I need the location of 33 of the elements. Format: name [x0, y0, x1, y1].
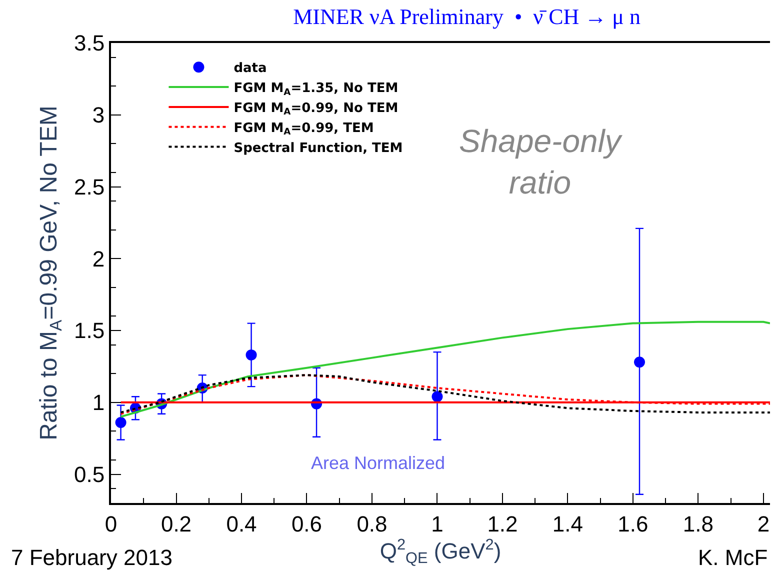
- point: [634, 356, 645, 368]
- x-tick-label: 2: [757, 511, 770, 536]
- text: K. McF: [698, 545, 768, 570]
- annotation: Shape-only ratio: [459, 123, 623, 201]
- y-tick-label: 3: [92, 102, 105, 128]
- annotation: Area Normalized: [311, 453, 446, 473]
- y-tick-label: 2: [92, 246, 105, 272]
- x-tick-label: 1: [431, 511, 444, 536]
- x-tick-label: 0.8: [356, 511, 388, 536]
- legend-label: data: [234, 61, 267, 76]
- x-tick-label: 1.2: [487, 511, 518, 536]
- legend-label: FGM M$_{A}$=1.35, No TEM: [234, 81, 398, 98]
- legend-label: FGM M$_{A}$=0.99, No TEM: [234, 101, 398, 118]
- x-tick-label: 0.2: [160, 511, 192, 536]
- y-tick-label: 1.5: [74, 318, 105, 344]
- x-axis-title: Q$^{2}$$_{QE}$ (GeV$^{2}$): [380, 536, 502, 568]
- text: 7 February 2013: [11, 545, 172, 570]
- x-tick-label: 1.6: [618, 511, 648, 536]
- point: [115, 417, 126, 428]
- y-tick-label: 0.5: [74, 462, 105, 487]
- legend-label: FGM M$_{A}$=0.99, TEM: [234, 120, 374, 138]
- x-tick-label: 0: [104, 511, 118, 536]
- point: [432, 391, 443, 402]
- x-tick-label: 1.4: [552, 511, 584, 536]
- x-tick-label: 1.8: [682, 511, 714, 536]
- x-tick-label: 0.4: [226, 511, 257, 536]
- legend-label: Spectral Function, TEM: [234, 140, 403, 156]
- x-tick-label: 0.6: [291, 511, 322, 536]
- point: [246, 349, 257, 360]
- chart-title: MINER νA Preliminary • ν̄ CH → μ n: [293, 4, 640, 30]
- y-tick-label: 1: [92, 390, 105, 416]
- y-tick-label: 2.5: [74, 174, 105, 200]
- y-tick-label: 3.5: [74, 30, 105, 56]
